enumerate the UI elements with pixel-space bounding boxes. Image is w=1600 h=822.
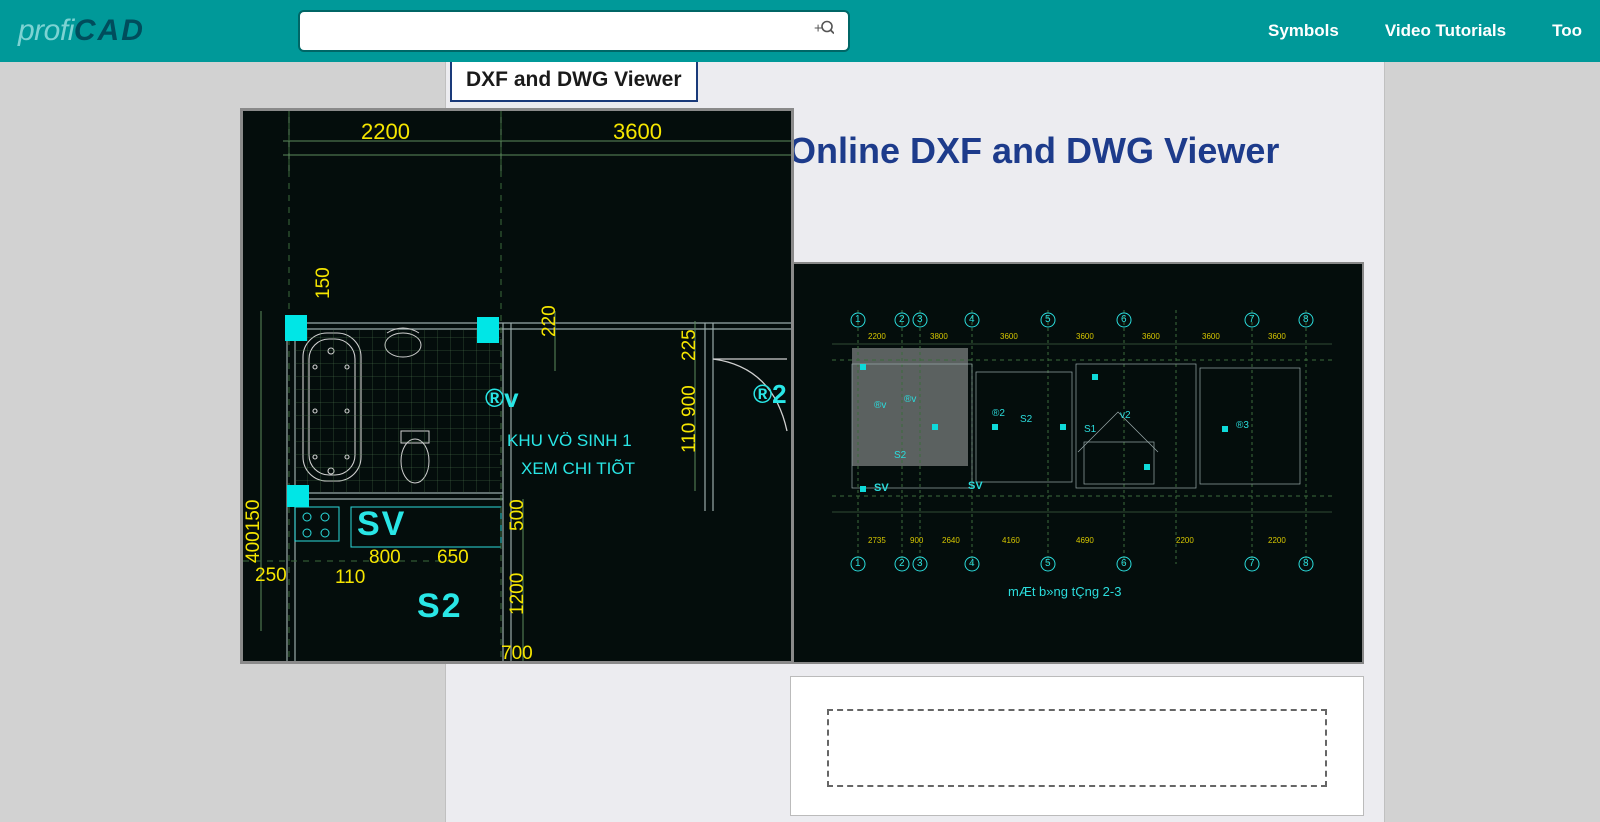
dim-label: 3600 <box>613 119 662 145</box>
search-wrap: + <box>298 10 850 52</box>
grid-bubble: 6 <box>1121 558 1127 569</box>
page-title: Online DXF and DWG Viewer <box>788 130 1384 172</box>
dim-label: 2200 <box>1176 536 1194 545</box>
grid-bubble: 6 <box>1121 314 1127 325</box>
nav-symbols[interactable]: Symbols <box>1268 21 1339 41</box>
search-input[interactable] <box>298 10 850 52</box>
grid-bubble: 2 <box>899 314 905 325</box>
room-tag: ®2 <box>753 379 787 410</box>
dim-label: 500 <box>507 499 529 531</box>
room-tag: ®2 <box>992 408 1005 419</box>
logo-prefix: profi <box>18 14 74 47</box>
room-tag: ®v <box>874 400 886 411</box>
upload-dropzone[interactable] <box>827 709 1327 787</box>
grid-bubble: 5 <box>1045 314 1051 325</box>
upload-dropzone-panel <box>790 676 1364 816</box>
dim-label: 3600 <box>1202 332 1220 341</box>
grid-bubble: 1 <box>855 558 861 569</box>
logo[interactable]: profiCAD <box>18 14 145 48</box>
grid-bubble: 8 <box>1303 558 1309 569</box>
dim-label: 800 <box>369 547 401 569</box>
dim-label: 250 <box>255 565 287 587</box>
dim-label: 110 <box>679 423 701 453</box>
cad-marker <box>860 486 866 492</box>
dim-label: 700 <box>501 643 533 664</box>
nav-video-tutorials[interactable]: Video Tutorials <box>1385 21 1506 41</box>
dim-label: 4690 <box>1076 536 1094 545</box>
room-tag: S1 <box>1084 424 1096 435</box>
grid-bubble: 4 <box>969 314 975 325</box>
grid-bubble: 1 <box>855 314 861 325</box>
topbar: profiCAD + Symbols Video Tutorials Too <box>0 0 1600 62</box>
room-tag: SV <box>968 480 983 492</box>
grid-bubble: 2 <box>899 558 905 569</box>
room-tag: ®v <box>485 383 519 414</box>
cad-column <box>287 485 309 507</box>
cad-marker <box>992 424 998 430</box>
cad-column <box>285 315 307 341</box>
thumbnail-drawing <box>792 264 1364 664</box>
cad-marker <box>860 364 866 370</box>
floor-hatch <box>295 329 501 493</box>
room-tag: v2 <box>1120 410 1131 421</box>
dim-label: 110 <box>335 567 365 589</box>
dim-label: 2200 <box>1268 536 1286 545</box>
grid-bubble: 7 <box>1249 314 1255 325</box>
cad-column <box>477 317 499 343</box>
dim-label: 3600 <box>1268 332 1286 341</box>
grid-bubble: 7 <box>1249 558 1255 569</box>
grid-bubble: 3 <box>917 314 923 325</box>
drawing-caption: mÆt b»ng tÇng 2-3 <box>1008 584 1121 599</box>
dim-label: 3800 <box>930 332 948 341</box>
room-tag: SV <box>874 482 889 494</box>
cad-marker <box>1060 424 1066 430</box>
room-tag: S2 <box>1020 414 1032 425</box>
dim-label: 2200 <box>361 119 410 145</box>
grid-bubble: 5 <box>1045 558 1051 569</box>
breadcrumb: DXF and DWG Viewer <box>450 62 698 102</box>
room-tag: SV <box>357 505 406 544</box>
logo-suffix: CAD <box>74 14 145 47</box>
cad-thumbnail-viewer[interactable]: 1 2 3 4 5 6 7 8 1 2 3 4 5 6 7 8 2200 380… <box>790 262 1364 664</box>
dim-label: 900 <box>679 385 701 417</box>
grid-bubble: 8 <box>1303 314 1309 325</box>
dim-label: 900 <box>910 536 923 545</box>
dim-label: 1200 <box>507 573 529 615</box>
dim-label: 3600 <box>1142 332 1160 341</box>
room-tag: ®3 <box>1236 420 1249 431</box>
dim-label: 3600 <box>1076 332 1094 341</box>
grid-bubble: 4 <box>969 558 975 569</box>
cad-marker <box>1144 464 1150 470</box>
cad-marker <box>1092 374 1098 380</box>
dim-label: 150 <box>313 267 335 299</box>
room-tag: S2 <box>894 450 906 461</box>
cad-marker <box>932 424 938 430</box>
dim-label: 400150 <box>243 500 265 563</box>
dim-label: 220 <box>539 305 561 337</box>
room-label: XEM CHI TIÕT <box>521 459 635 479</box>
cad-marker <box>1222 426 1228 432</box>
room-tag: ®v <box>904 394 916 405</box>
room-label: KHU VÖ SINH 1 <box>507 431 632 451</box>
dim-label: 4160 <box>1002 536 1020 545</box>
dim-label: 225 <box>679 329 701 361</box>
dim-label: 2640 <box>942 536 960 545</box>
nav: Symbols Video Tutorials Too <box>1268 21 1582 41</box>
nav-tools[interactable]: Too <box>1552 21 1582 41</box>
dim-label: 2735 <box>868 536 886 545</box>
dim-label: 2200 <box>868 332 886 341</box>
room-tag: S2 <box>417 587 463 626</box>
cad-zoom-panel[interactable]: 2200 3600 150 400150 250 220 225 900 110… <box>240 108 794 664</box>
dim-label: 3600 <box>1000 332 1018 341</box>
dim-label: 650 <box>437 547 469 569</box>
grid-bubble: 3 <box>917 558 923 569</box>
